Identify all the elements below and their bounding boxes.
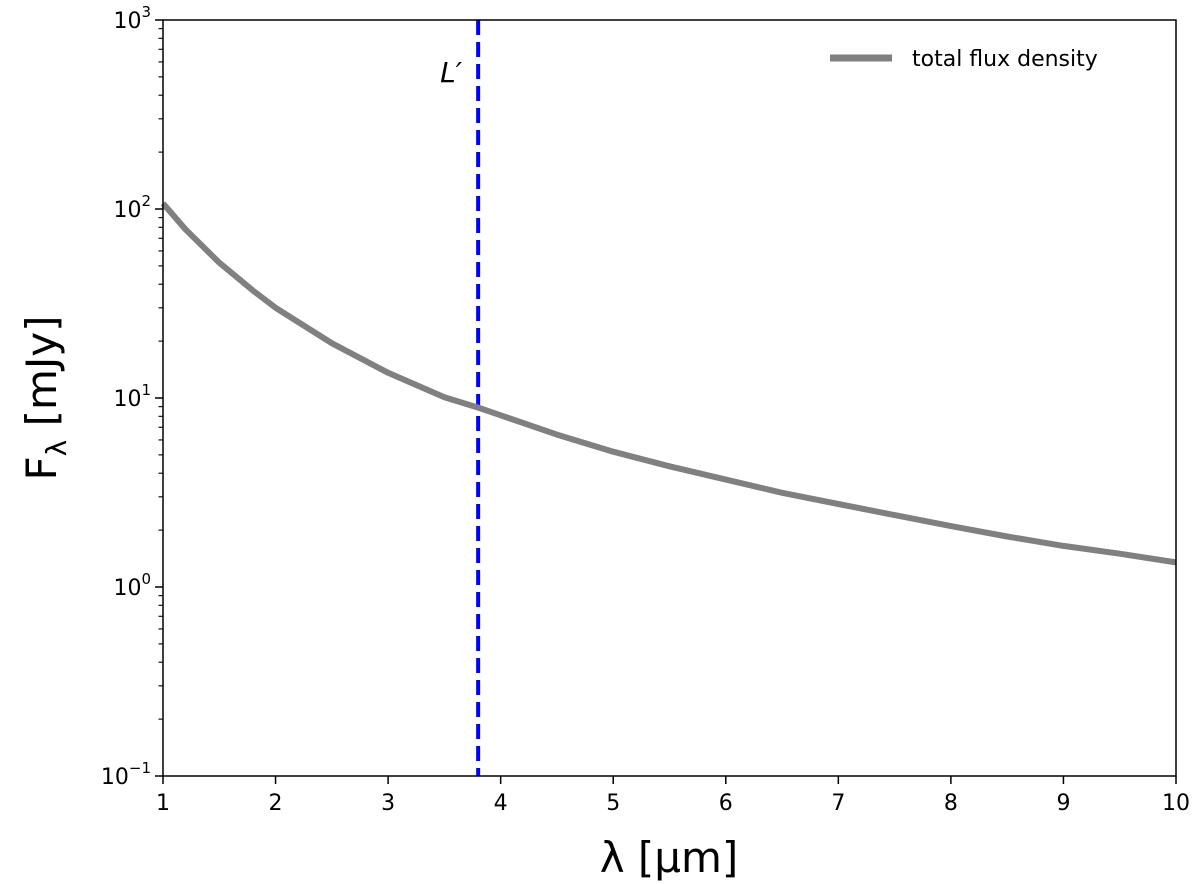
x-tick-label-3: 4	[494, 791, 508, 816]
x-tick-label-2: 3	[381, 791, 395, 816]
svg-text:Fλ [mJy]: Fλ [mJy]	[17, 315, 73, 480]
y-axis-title-unit: [mJy]	[17, 315, 66, 439]
x-tick-label-4: 5	[606, 791, 620, 816]
x-tick-label-1: 2	[269, 791, 283, 816]
y-tick-label-3: 102	[113, 192, 151, 223]
series-line-0	[160, 201, 1177, 566]
ticks-layer: 1 2 3 4 5 6 7 8 9 10 10−1 100 101 102 103	[101, 3, 1190, 816]
x-tick-label-7: 8	[944, 791, 958, 816]
y-tick-label-1: 100	[113, 570, 151, 601]
x-axis-title: λ [μm]	[600, 833, 739, 882]
y-axis-title: Fλ [mJy]	[17, 315, 73, 480]
x-tick-label-9: 10	[1162, 791, 1190, 816]
y-tick-label-0: 10−1	[101, 759, 151, 790]
y-axis-title-subscript: λ	[40, 440, 73, 457]
y-axis-title-main: F	[17, 456, 66, 480]
plot-area-frame	[162, 19, 1177, 777]
y-tick-label-2: 101	[113, 381, 151, 412]
x-tick-label-5: 6	[719, 791, 733, 816]
vline-label-0: L′	[440, 56, 463, 89]
x-tick-label-6: 7	[831, 791, 845, 816]
plot-layer: L′	[160, 20, 1177, 776]
x-tick-label-0: 1	[156, 791, 170, 816]
legend: total flux density	[830, 47, 1098, 72]
y-tick-label-4: 103	[113, 3, 151, 34]
legend-label-total-flux-density: total flux density	[912, 47, 1098, 72]
x-tick-label-8: 9	[1056, 791, 1070, 816]
